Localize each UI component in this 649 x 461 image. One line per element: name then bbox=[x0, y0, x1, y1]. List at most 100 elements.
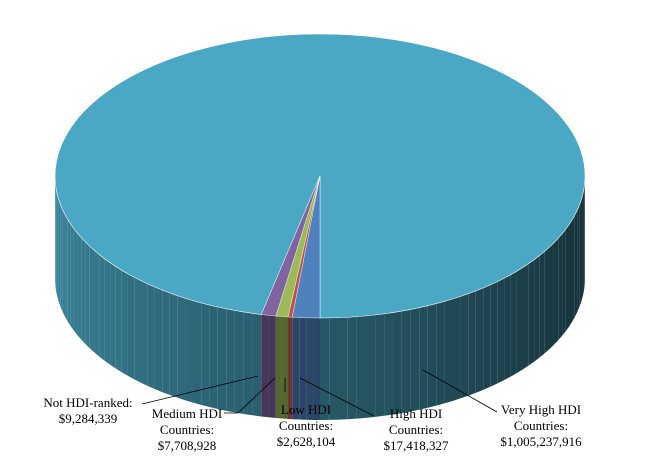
pie-side-very-high-hdi-countries bbox=[475, 287, 484, 393]
pie-side-very-high-hdi-countries bbox=[252, 313, 262, 417]
leader-line bbox=[299, 377, 375, 417]
pie-side-very-high-hdi-countries bbox=[523, 263, 529, 370]
pie-side-low-hdi-countries bbox=[290, 317, 293, 420]
leader-line bbox=[422, 369, 498, 413]
leader-line bbox=[224, 377, 276, 414]
pie-side-very-high-hdi-countries bbox=[177, 295, 186, 401]
pie-side-very-high-hdi-countries bbox=[580, 195, 583, 303]
pie-side-very-high-hdi-countries bbox=[201, 302, 210, 408]
pie-side-very-high-hdi-countries bbox=[62, 210, 66, 317]
pie-side-very-high-hdi-countries bbox=[169, 292, 178, 398]
pie-side-very-high-hdi-countries bbox=[65, 214, 68, 322]
pie-side-very-high-hdi-countries bbox=[89, 246, 95, 353]
pie-side-very-high-hdi-countries bbox=[185, 298, 194, 403]
pie-side-very-high-hdi-countries bbox=[338, 317, 348, 420]
pie-side-very-high-hdi-countries bbox=[583, 185, 585, 293]
pie-side-very-high-hdi-countries bbox=[534, 255, 540, 362]
pie-side-very-high-hdi-countries bbox=[104, 258, 111, 365]
pie-side-very-high-hdi-countries bbox=[58, 200, 61, 308]
pie-side-very-high-hdi-countries bbox=[460, 293, 469, 399]
data-label-line: Countries: bbox=[514, 418, 568, 433]
pie-side-very-high-hdi-countries bbox=[510, 271, 517, 377]
pie-side-very-high-hdi-countries bbox=[193, 300, 202, 405]
pie-side-very-high-hdi-countries bbox=[56, 190, 58, 298]
data-label-line: Not HDI-ranked: bbox=[43, 395, 132, 410]
data-label-line: Very High HDI bbox=[501, 402, 581, 417]
data-label-line: $17,418,327 bbox=[384, 438, 450, 453]
pie-side-not-hdi-ranked bbox=[268, 315, 276, 419]
pie-side-very-high-hdi-countries bbox=[134, 277, 142, 383]
pie-side-very-high-hdi-countries bbox=[356, 315, 367, 419]
pie-side-very-high-hdi-countries bbox=[410, 307, 420, 412]
pie-side-very-high-hdi-countries bbox=[226, 308, 235, 413]
pie-side-very-high-hdi-countries bbox=[490, 281, 498, 387]
data-label-line: High HDI bbox=[390, 406, 442, 421]
pie-side-very-high-hdi-countries bbox=[384, 312, 394, 416]
pie-side-not-hdi-ranked bbox=[261, 314, 269, 418]
pie-side-very-high-hdi-countries bbox=[147, 283, 155, 390]
pie-side-very-high-hdi-countries bbox=[67, 219, 71, 327]
pie-side-very-high-hdi-countries bbox=[70, 224, 74, 331]
pie-side-very-high-hdi-countries bbox=[558, 233, 563, 341]
pie-side-medium-hdi-countries bbox=[281, 316, 289, 419]
pie-side-very-high-hdi-countries bbox=[582, 190, 584, 298]
data-label-line: Countries: bbox=[279, 418, 333, 433]
pie-side-high-hdi-countries bbox=[313, 317, 320, 420]
pie-side-very-high-hdi-countries bbox=[55, 185, 57, 293]
data-label-line: Low HDI bbox=[281, 402, 331, 417]
pie-side-low-hdi-countries bbox=[288, 316, 291, 420]
pie-side-very-high-hdi-countries bbox=[73, 228, 78, 336]
pie-side-very-high-hdi-countries bbox=[366, 314, 376, 418]
pie-side-very-high-hdi-countries bbox=[77, 233, 82, 340]
pie-side-very-high-hdi-countries bbox=[549, 242, 554, 349]
pie-side-high-hdi-countries bbox=[292, 317, 300, 420]
pie-side-very-high-hdi-countries bbox=[375, 313, 385, 417]
data-label-line: Countries: bbox=[389, 422, 443, 437]
pie-side-very-high-hdi-countries bbox=[393, 311, 402, 415]
pie-side-very-high-hdi-countries bbox=[444, 298, 453, 404]
pie-side-very-high-hdi-countries bbox=[468, 290, 476, 396]
pie-side-very-high-hdi-countries bbox=[121, 270, 128, 376]
pie-side-very-high-hdi-countries bbox=[320, 317, 330, 420]
pie-side-very-high-hdi-countries bbox=[57, 195, 59, 303]
pie-side-high-hdi-countries bbox=[299, 317, 307, 420]
pie-side-very-high-hdi-countries bbox=[127, 273, 135, 380]
pie-side-very-high-hdi-countries bbox=[217, 307, 227, 411]
pie-side-very-high-hdi-countries bbox=[579, 200, 581, 308]
pie-side-very-high-hdi-countries bbox=[162, 290, 170, 395]
pie-side-very-high-hdi-countries bbox=[110, 262, 116, 369]
data-label-line: $1,005,237,916 bbox=[500, 434, 582, 449]
pie-side-very-high-hdi-countries bbox=[577, 205, 580, 313]
pie-side-very-high-hdi-countries bbox=[209, 305, 218, 410]
pie-side-high-hdi-countries bbox=[306, 317, 314, 420]
pie-side-very-high-hdi-countries bbox=[497, 278, 505, 384]
pie-side-very-high-hdi-countries bbox=[544, 247, 550, 354]
pie-side-very-high-hdi-countries bbox=[452, 296, 461, 401]
pie-side-very-high-hdi-countries bbox=[562, 229, 566, 336]
pie-side-very-high-hdi-countries bbox=[60, 205, 63, 313]
pie-side-very-high-hdi-countries bbox=[243, 311, 253, 416]
pie-side-very-high-hdi-countries bbox=[483, 284, 491, 390]
pie-side-medium-hdi-countries bbox=[275, 316, 282, 419]
pie-side-very-high-hdi-countries bbox=[565, 224, 570, 332]
pie-side-very-high-hdi-countries bbox=[99, 254, 105, 361]
pie-side-very-high-hdi-countries bbox=[572, 215, 575, 322]
pie-side-very-high-hdi-countries bbox=[504, 274, 511, 381]
pie-side-very-high-hdi-countries bbox=[85, 242, 90, 349]
pie-side-very-high-hdi-countries bbox=[401, 309, 411, 414]
data-label-line: $2,628,104 bbox=[277, 434, 336, 449]
data-label-line: $9,284,339 bbox=[59, 411, 118, 426]
pie-side-very-high-hdi-countries bbox=[528, 259, 535, 366]
pie-side-very-high-hdi-countries bbox=[141, 280, 148, 386]
pie-slice-not-hdi-ranked bbox=[261, 175, 321, 317]
pie-side-very-high-hdi-countries bbox=[94, 250, 100, 357]
pie-side-very-high-hdi-countries bbox=[234, 310, 244, 414]
pie-side-very-high-hdi-countries bbox=[427, 303, 437, 408]
label-not-hdi-ranked: Not HDI-ranked:$9,284,339 bbox=[43, 375, 259, 426]
pie-side-very-high-hdi-countries bbox=[574, 210, 578, 318]
